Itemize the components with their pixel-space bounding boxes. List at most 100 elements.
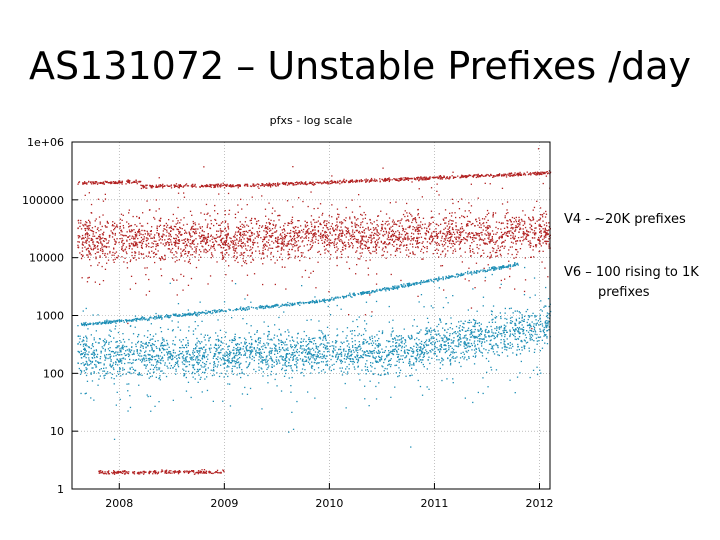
- series-0-point: [409, 177, 411, 180]
- series-0-point: [526, 230, 528, 233]
- series-0-point: [209, 275, 212, 277]
- series-0-point: [224, 244, 226, 246]
- series-1-point: [198, 347, 200, 349]
- series-0-point: [118, 182, 120, 184]
- series-0-point: [375, 252, 378, 254]
- series-0-point: [509, 172, 512, 175]
- series-0-point: [88, 225, 90, 227]
- series-0-point: [307, 249, 309, 252]
- series-1-point: [406, 283, 408, 285]
- series-1-point: [364, 398, 366, 400]
- series-0-point: [98, 235, 100, 238]
- series-0-point: [360, 224, 362, 226]
- series-0-point: [148, 252, 150, 254]
- series-0-point: [506, 222, 509, 225]
- series-0-point: [518, 216, 520, 219]
- series-0-point: [133, 241, 135, 243]
- series-0-point: [455, 216, 457, 219]
- series-0-point: [395, 231, 397, 233]
- series-0-point: [372, 246, 375, 248]
- series-0-point: [360, 235, 362, 237]
- series-0-point: [175, 240, 177, 242]
- series-0-point: [314, 226, 316, 228]
- series-0-point: [114, 232, 116, 235]
- series-0-point: [198, 223, 200, 225]
- series-0-point: [245, 230, 247, 233]
- series-0-point: [412, 233, 415, 235]
- series-1-point: [105, 321, 107, 324]
- series-0-point: [441, 237, 443, 239]
- series-0-point: [219, 239, 222, 241]
- series-0-point: [475, 262, 478, 264]
- series-0-point: [224, 242, 226, 244]
- series-0-point: [515, 243, 517, 245]
- series-0-point: [205, 243, 207, 245]
- series-0-point: [520, 236, 522, 238]
- series-0-point: [326, 240, 328, 242]
- series-0-point: [454, 212, 456, 214]
- series-0-point: [229, 244, 231, 246]
- series-0-point: [410, 178, 413, 180]
- series-1-point: [433, 278, 435, 281]
- series-0-point: [510, 241, 513, 243]
- series-0-point: [495, 233, 497, 235]
- series-0-point: [225, 235, 228, 237]
- series-0-point: [177, 470, 179, 473]
- series-0-point: [472, 232, 474, 234]
- series-1-point: [315, 300, 318, 302]
- series-0-point: [108, 246, 110, 248]
- series-0-point: [402, 227, 404, 230]
- series-0-point: [496, 251, 498, 254]
- series-1-point: [139, 318, 142, 320]
- series-0-point: [519, 228, 521, 231]
- series-0-point: [429, 178, 431, 180]
- series-1-point: [462, 274, 464, 276]
- series-0-point: [203, 231, 205, 233]
- series-0-point: [201, 185, 204, 187]
- series-0-point: [270, 186, 272, 188]
- series-0-point: [278, 214, 280, 216]
- series-0-point: [525, 235, 528, 237]
- series-0-point: [503, 241, 505, 243]
- series-0-point: [484, 182, 486, 184]
- series-1-point: [361, 292, 363, 295]
- series-0-point: [363, 236, 365, 238]
- series-0-point: [479, 238, 482, 240]
- series-1-point: [419, 282, 421, 284]
- series-1-point: [494, 267, 496, 269]
- series-0-point: [272, 207, 274, 209]
- series-0-point: [277, 242, 279, 244]
- series-0-point: [463, 229, 465, 231]
- series-0-point: [267, 185, 269, 187]
- series-0-point: [440, 240, 442, 242]
- series-0-point: [492, 214, 494, 216]
- series-0-point: [203, 166, 205, 168]
- series-0-point: [370, 242, 372, 244]
- series-0-point: [214, 185, 216, 187]
- series-1-point: [386, 287, 388, 290]
- series-1-point: [189, 314, 191, 316]
- series-0-point: [359, 258, 361, 260]
- series-1-point: [316, 301, 318, 303]
- series-0-point: [479, 175, 481, 178]
- series-0-point: [141, 243, 143, 245]
- series-0-point: [82, 182, 84, 184]
- series-0-point: [369, 252, 371, 254]
- series-0-point: [420, 221, 422, 223]
- series-0-point: [159, 224, 162, 226]
- series-0-point: [178, 242, 180, 244]
- series-0-point: [220, 472, 222, 474]
- series-0-point: [153, 471, 155, 473]
- series-1-point: [430, 279, 432, 282]
- series-0-point: [333, 180, 335, 183]
- series-0-point: [438, 244, 441, 246]
- series-0-point: [199, 472, 201, 474]
- series-0-point: [530, 173, 532, 175]
- series-0-point: [124, 249, 126, 251]
- series-0-point: [82, 183, 84, 185]
- series-1-point: [309, 301, 312, 303]
- series-0-point: [518, 223, 520, 225]
- series-0-point: [171, 243, 173, 245]
- series-0-point: [490, 174, 493, 176]
- series-0-point: [530, 225, 533, 227]
